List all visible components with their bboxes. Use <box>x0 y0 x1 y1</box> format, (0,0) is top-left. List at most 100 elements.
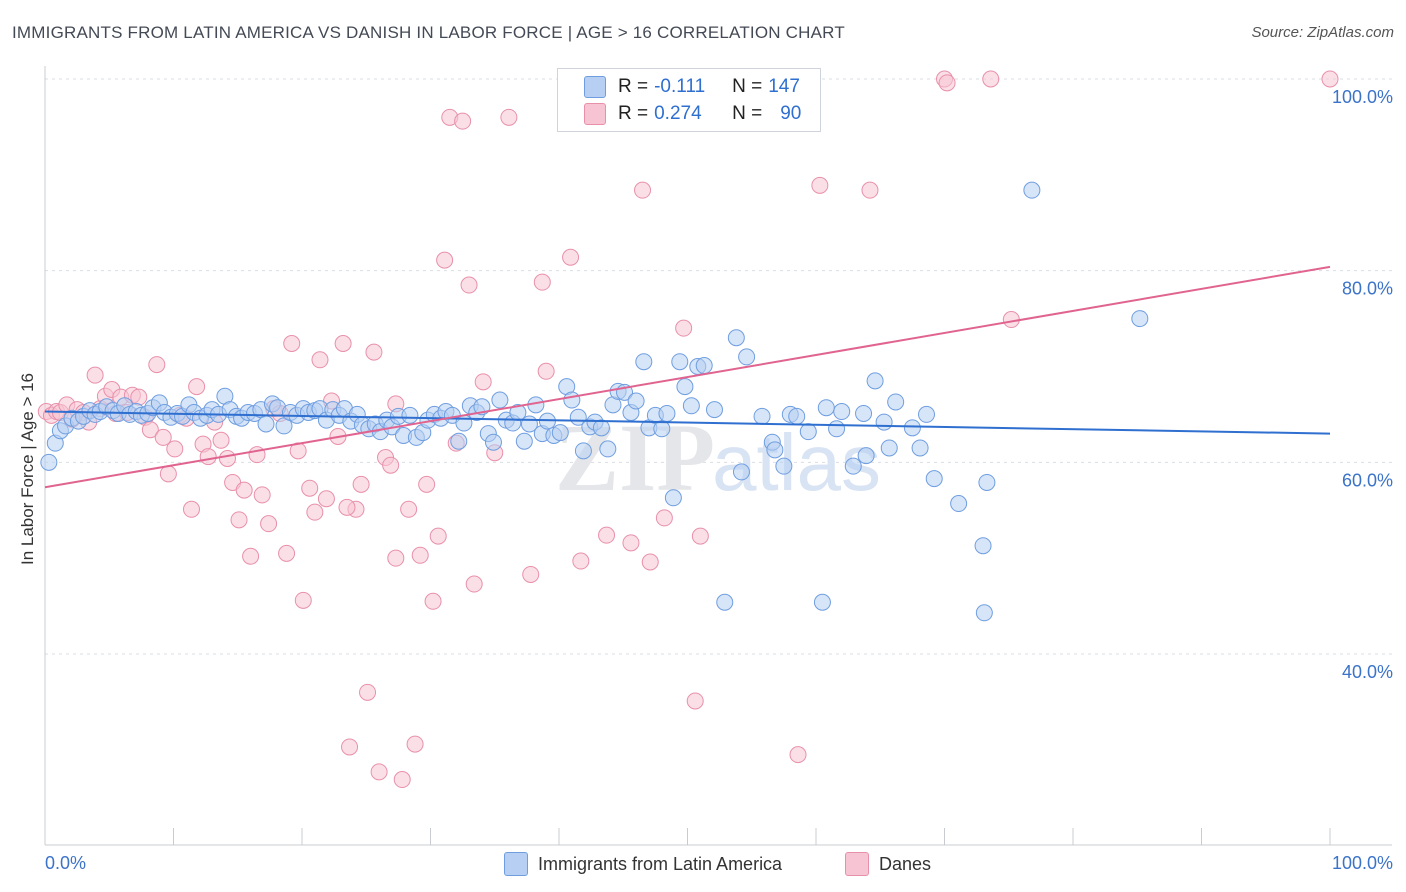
danes-point <box>334 335 352 352</box>
danes-point <box>212 431 230 449</box>
immigrants-point <box>682 397 700 415</box>
danes-point <box>436 251 454 269</box>
immigrants-point <box>817 399 835 417</box>
legend-label: Immigrants from Latin America <box>538 853 783 874</box>
immigrants-point <box>732 463 750 481</box>
immigrants-point <box>257 415 275 433</box>
danes-point <box>861 181 879 199</box>
danes-point <box>460 276 478 294</box>
danes-point <box>537 362 555 380</box>
danes-point <box>130 388 148 406</box>
danes-point <box>418 475 436 493</box>
immigrants-point <box>716 593 734 611</box>
danes-point <box>393 771 411 789</box>
danes-point <box>400 500 418 518</box>
x-tick-label: 0.0% <box>45 853 86 873</box>
danes-point <box>465 575 483 593</box>
n-label: N = <box>732 76 763 97</box>
danes-point <box>982 70 1000 88</box>
danes-point <box>387 549 405 567</box>
blue-swatch-icon <box>584 76 606 98</box>
danes-point <box>359 683 377 701</box>
immigrants-point <box>753 407 771 425</box>
danes-point <box>598 526 616 544</box>
danes-point <box>301 479 319 497</box>
danes-point <box>338 498 356 516</box>
danes-point <box>411 546 429 564</box>
danes-point <box>1321 70 1339 88</box>
immigrants-point <box>887 393 905 411</box>
immigrants-point <box>455 414 473 432</box>
danes-point <box>655 509 673 527</box>
immigrants-point <box>658 404 676 422</box>
immigrants-point <box>925 470 943 488</box>
y-tick-label: 100.0% <box>1332 87 1393 107</box>
immigrants-point <box>903 419 921 437</box>
immigrants-point <box>401 406 419 424</box>
danes-point <box>522 565 540 583</box>
series-legend: Immigrants from Latin America Danes <box>0 852 1406 878</box>
immigrants-point <box>918 405 936 423</box>
r-label: R = <box>618 76 649 97</box>
immigrants-point <box>975 604 993 622</box>
blue-swatch-icon <box>504 852 528 876</box>
immigrants-point <box>727 329 745 347</box>
danes-point <box>686 692 704 710</box>
immigrants-point <box>766 441 784 459</box>
immigrants-point <box>828 420 846 438</box>
immigrants-point <box>833 403 851 421</box>
immigrants-point <box>563 391 581 409</box>
immigrants-point <box>574 442 592 460</box>
immigrants-point <box>855 404 873 422</box>
danes-point <box>260 515 278 533</box>
danes-point <box>675 319 693 337</box>
n-label: N = <box>732 103 763 124</box>
immigrants-trend-line <box>44 410 1331 435</box>
danes-point <box>789 746 807 764</box>
immigrants-point <box>695 357 713 375</box>
danes-point <box>306 503 324 521</box>
immigrants-point <box>599 440 617 458</box>
danes-point <box>182 500 200 518</box>
danes-point <box>429 527 447 545</box>
immigrants-point <box>857 447 875 465</box>
danes-point <box>141 421 159 439</box>
immigrants-point <box>592 419 610 437</box>
source-label: Source: ZipAtlas.com <box>1251 24 1394 41</box>
immigrants-point <box>880 439 898 457</box>
immigrants-point <box>799 423 817 441</box>
danes-point <box>218 450 236 467</box>
danes-point <box>278 544 296 562</box>
legend-item-immigrants[interactable]: Immigrants from Latin America <box>504 852 782 876</box>
r-label: R = <box>618 103 649 124</box>
immigrants-point <box>491 391 509 409</box>
n-value: 147 <box>768 76 800 97</box>
immigrants-point <box>788 407 806 425</box>
danes-point <box>341 738 359 756</box>
danes-point <box>294 591 312 609</box>
danes-point <box>154 428 172 446</box>
immigrants-point <box>974 537 992 555</box>
danes-point <box>500 108 518 126</box>
danes-trend-line <box>44 265 1331 489</box>
stats-legend: R = -0.111 N = 147 R = 0.274 N = 90 <box>557 68 821 132</box>
danes-point <box>242 547 260 565</box>
danes-point <box>148 356 166 374</box>
legend-label: Danes <box>879 853 932 874</box>
immigrants-point <box>705 401 723 419</box>
immigrants-point <box>775 457 793 475</box>
immigrants-point <box>866 372 884 390</box>
immigrants-point <box>551 424 569 442</box>
danes-point <box>166 440 184 458</box>
y-tick-label: 80.0% <box>1342 279 1393 299</box>
danes-point <box>317 490 335 508</box>
danes-point <box>86 366 104 384</box>
legend-item-danes[interactable]: Danes <box>845 852 931 876</box>
immigrants-point <box>653 420 671 438</box>
immigrants-point <box>911 439 929 457</box>
immigrants-point <box>738 348 756 366</box>
pink-swatch-icon <box>584 103 606 125</box>
immigrants-point <box>450 432 468 450</box>
danes-point <box>382 456 400 474</box>
